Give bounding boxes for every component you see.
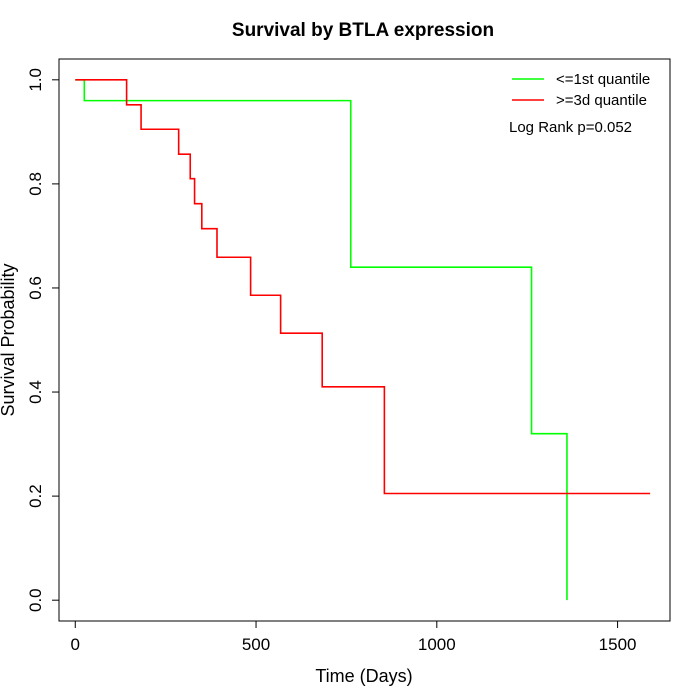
y-tick-label: 0.4 [26, 380, 45, 404]
series-layer [75, 79, 651, 601]
y-tick-label: 0.0 [26, 588, 45, 612]
log-rank-annotation: Log Rank p=0.052 [509, 119, 632, 136]
legend: <=1st quantile >=3d quantile [512, 71, 650, 109]
y-tick-label: 0.2 [26, 484, 45, 508]
legend-label-high-quantile: >=3d quantile [556, 92, 647, 109]
survival-curve-high-quantile [75, 79, 651, 495]
x-tick-label: 500 [242, 635, 270, 654]
y-axis: 0.0 0.2 0.4 0.6 0.8 1.0 [26, 68, 60, 612]
x-axis-label: Time (Days) [315, 666, 412, 686]
survival-curve-low-quantile [75, 79, 568, 601]
x-tick-label: 0 [71, 635, 80, 654]
y-tick-label: 0.6 [26, 276, 45, 300]
plot-frame [58, 58, 671, 622]
y-tick-label: 1.0 [26, 68, 45, 92]
x-axis: 0 500 1000 1500 [71, 620, 637, 654]
legend-label-low-quantile: <=1st quantile [556, 71, 650, 88]
y-tick-label: 0.8 [26, 172, 45, 196]
x-tick-label: 1500 [599, 635, 637, 654]
x-tick-label: 1000 [418, 635, 456, 654]
chart-title: Survival by BTLA expression [232, 20, 494, 41]
y-axis-label: Survival Probability [0, 263, 18, 416]
